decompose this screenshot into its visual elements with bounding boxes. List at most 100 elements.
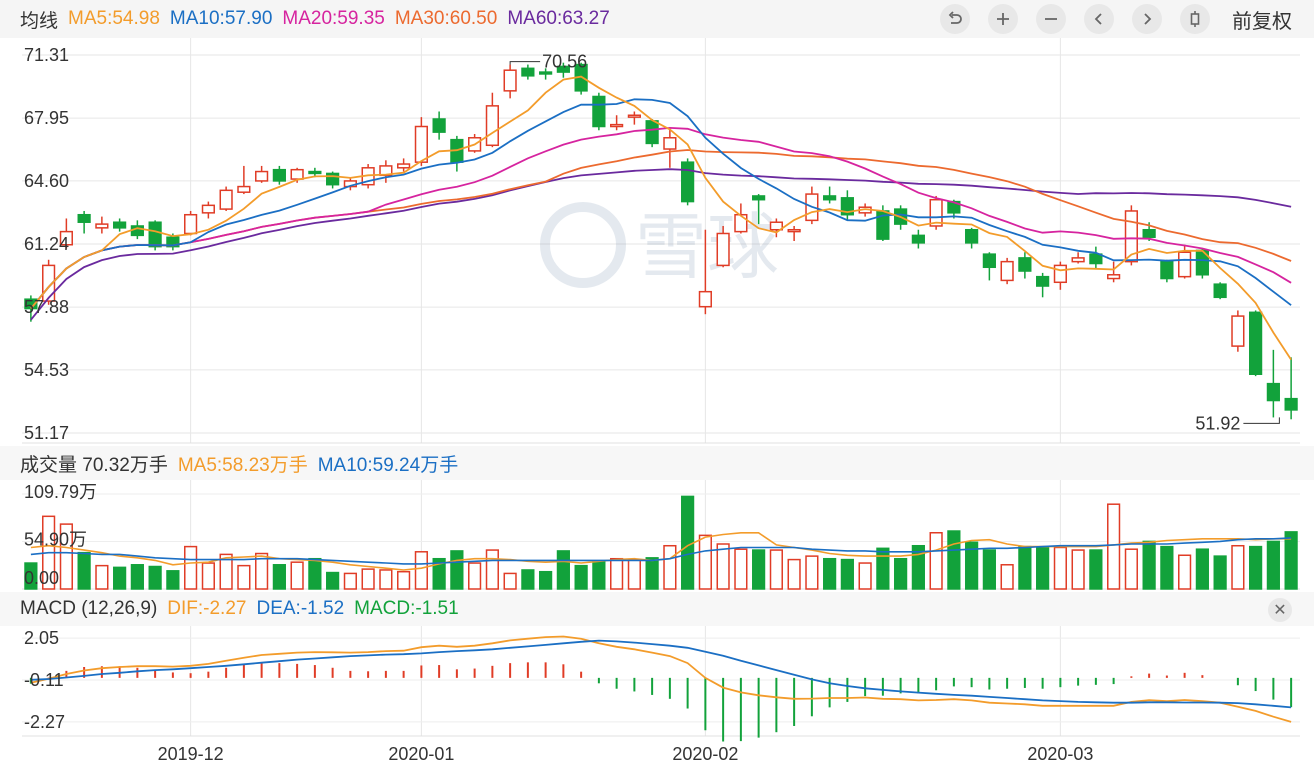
candle [610, 115, 624, 131]
volume-bar-down [965, 541, 979, 590]
candle [184, 210, 198, 236]
candle [521, 64, 535, 80]
candle-body-up [663, 137, 677, 150]
candle-body-up [716, 232, 730, 267]
candle-body-down [592, 95, 606, 128]
price-tick-label: 67.95 [24, 108, 69, 128]
candle-body-up [698, 290, 712, 308]
close-icon[interactable]: ✕ [1268, 598, 1292, 622]
watermark-logo [540, 202, 626, 288]
candle-body-up [201, 204, 215, 214]
candle-body-down [1089, 253, 1103, 265]
candle-body-up [95, 223, 109, 229]
volume-bar-up [201, 562, 215, 590]
candle [823, 186, 837, 204]
volume-bar-up [59, 523, 73, 590]
chevron-right-icon[interactable] [1132, 4, 1162, 34]
price-tick-label: 51.17 [24, 423, 69, 443]
volume-ma5: MA5:58.23万手 [177, 454, 308, 476]
candle [627, 111, 641, 125]
candle [1107, 261, 1121, 283]
volume-bar-up [858, 562, 872, 590]
volume-bar-down [308, 557, 322, 590]
volume-bar-down [1018, 545, 1032, 590]
volume-bar-down [432, 557, 446, 590]
candle-body-up [610, 123, 624, 128]
candle [1124, 205, 1138, 266]
candle [1213, 282, 1227, 300]
volume-bar-up [485, 549, 499, 590]
candle-body-up [929, 198, 943, 227]
macd-tick-label: -0.11 [24, 670, 64, 690]
candle-body-up [397, 163, 411, 169]
volume-ma10: MA10:59.24万手 [317, 454, 459, 476]
candle-body-up [1124, 210, 1138, 263]
volume-bar-down [24, 562, 38, 590]
candle [769, 218, 783, 238]
volume-bar-down [539, 570, 553, 590]
volume-bar-down [1266, 540, 1280, 590]
candle-body-up [1000, 260, 1014, 282]
date-tick-label: 2019-12 [158, 744, 224, 764]
candle-body-up [627, 114, 641, 118]
macd-value: MACD:-1.51 [354, 598, 459, 619]
candle-body-down [148, 221, 162, 248]
candle-body-down [166, 236, 180, 248]
candle-body-down [521, 67, 535, 77]
chart-toolbar: 前复权 [922, 0, 1314, 38]
candle [840, 190, 854, 221]
candle [414, 117, 428, 166]
volume-bar-up [610, 557, 624, 590]
adjust-mode-toggle[interactable]: 前复权 [1232, 10, 1292, 33]
candle-body-up [1053, 264, 1067, 284]
candlestick-icon[interactable] [1180, 4, 1210, 34]
zoom-out-icon[interactable] [1036, 4, 1066, 34]
candle-body-up [503, 69, 517, 92]
volume-bar-up [468, 562, 482, 590]
volume-bar-down [521, 569, 535, 590]
candle-body-down [911, 234, 925, 244]
volume-bar-up [1071, 549, 1085, 590]
candle-body-up [1107, 274, 1121, 280]
candle [201, 201, 215, 219]
volume-bar-down [556, 550, 570, 590]
volume-bar-down [166, 570, 180, 590]
volume-legend-bar: 成交量 70.32万手 MA5:58.23万手 MA10:59.24万手 [0, 446, 1314, 480]
candle [1160, 259, 1174, 283]
candle [485, 92, 499, 148]
candle [113, 218, 127, 232]
zoom-in-icon[interactable] [988, 4, 1018, 34]
dif-line [30, 635, 1292, 723]
volume-bar-down [823, 557, 837, 590]
volume-bar-down [1142, 540, 1156, 590]
low-marker-line [1243, 417, 1280, 424]
volume-bar-up [237, 564, 251, 590]
volume-bar-up [184, 545, 198, 590]
volume-bar-up [343, 572, 357, 590]
volume-bar-up [1053, 546, 1067, 590]
volume-bar-down [876, 547, 890, 590]
candle [929, 195, 943, 230]
candle-body-up [255, 170, 269, 182]
candle [272, 165, 286, 185]
price-tick-label: 71.31 [24, 45, 69, 65]
macd-tick-label: 2.05 [24, 628, 59, 648]
volume-bar-up [929, 532, 943, 590]
ma20-value: MA20:59.35 [282, 8, 385, 29]
date-tick-label: 2020-03 [1027, 744, 1093, 764]
candle [219, 186, 233, 211]
volume-bar-down [681, 495, 695, 590]
high-marker-line [509, 61, 541, 65]
dea-line [30, 639, 1292, 709]
undo-icon[interactable] [940, 4, 970, 34]
volume-bar-up [219, 553, 233, 590]
candle [539, 68, 553, 80]
candle [698, 229, 712, 315]
ma30-value: MA30:60.50 [394, 8, 498, 29]
chevron-left-icon[interactable] [1084, 4, 1114, 34]
price-tick-label: 54.53 [24, 360, 69, 380]
ma20-line [30, 126, 1292, 310]
ma10-line [30, 98, 1292, 310]
candle-body-up [1178, 251, 1192, 278]
